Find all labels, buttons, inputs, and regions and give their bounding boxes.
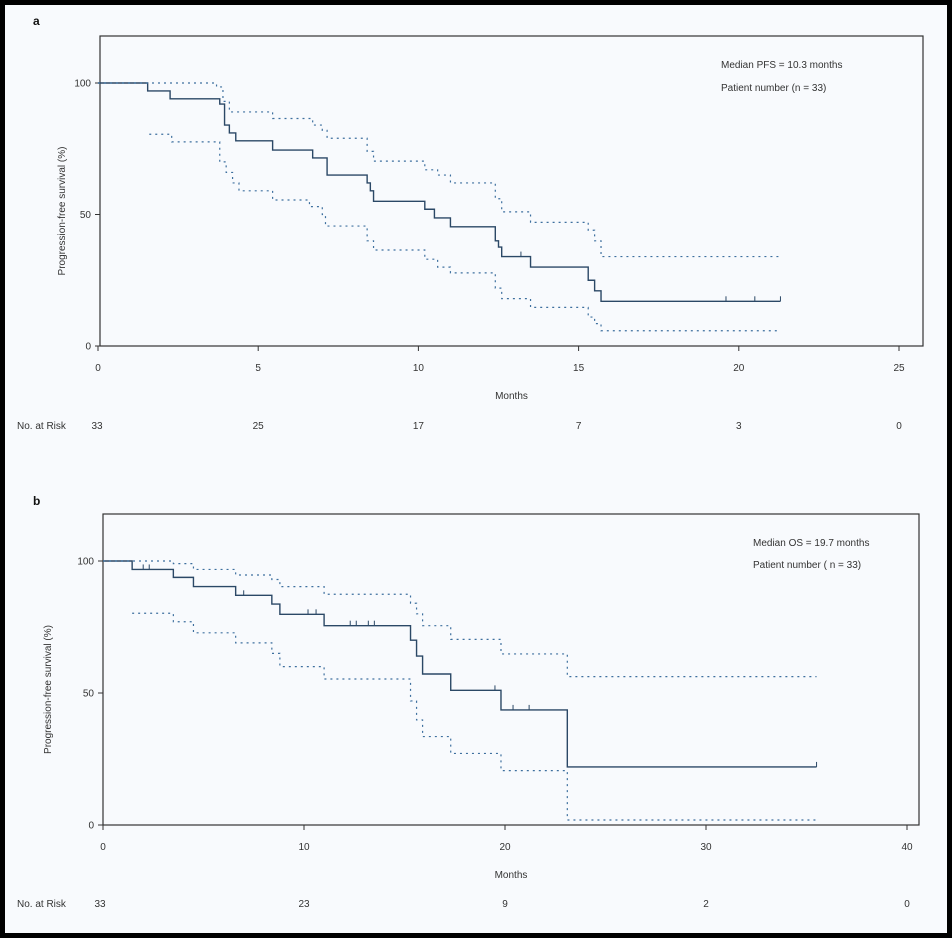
figure: a 0 50 100 0 33 5 25 10 17 15 7 20 3 25 0 No. at Risk Mon…	[5, 5, 947, 933]
y-axis-label: Progression-free survival (%)	[57, 147, 68, 276]
chart-panel-b: b 0 50 100 0 33 10 23 20 9 30 2 40 0 No. at Risk Months…	[17, 494, 920, 910]
x-tick-label: 30	[700, 842, 712, 853]
x-axis-label: Months	[495, 391, 528, 402]
x-tick-label: 20	[499, 842, 511, 853]
risk-value: 9	[502, 899, 508, 910]
panel-label: a	[33, 14, 40, 28]
annotation: Patient number (n = 33)	[721, 83, 826, 94]
risk-label: No. at Risk	[17, 899, 67, 910]
x-tick-label: 40	[901, 842, 913, 853]
y-tick-label: 100	[74, 79, 91, 90]
plot-frame	[102, 513, 920, 826]
x-tick-label: 5	[255, 363, 261, 374]
panel-label: b	[33, 494, 40, 508]
x-axis-label: Months	[495, 870, 528, 881]
risk-value: 17	[413, 421, 425, 432]
upper-ci-curve	[98, 82, 781, 258]
annotation: Patient number ( n = 33)	[753, 560, 861, 571]
x-tick-label: 10	[413, 363, 425, 374]
x-tick-label: 15	[573, 363, 585, 374]
x-tick-label: 0	[100, 842, 106, 853]
risk-label: No. at Risk	[17, 421, 67, 432]
y-tick-label: 0	[85, 342, 91, 353]
plot-frame	[99, 35, 924, 347]
x-tick-label: 0	[95, 363, 101, 374]
x-tick-label: 10	[298, 842, 310, 853]
y-tick-label: 0	[88, 821, 94, 832]
x-tick-label: 20	[733, 363, 745, 374]
risk-value: 2	[703, 899, 709, 910]
risk-value: 0	[896, 421, 902, 432]
annotation: Median OS = 19.7 months	[753, 538, 869, 549]
y-tick-label: 50	[80, 210, 92, 221]
y-tick-label: 50	[83, 689, 95, 700]
annotation: Median PFS = 10.3 months	[721, 60, 842, 71]
x-tick-label: 25	[893, 363, 905, 374]
upper-ci-curve	[103, 560, 817, 678]
lower-ci-curve	[149, 133, 781, 332]
risk-value: 3	[736, 421, 742, 432]
risk-value: 25	[253, 421, 265, 432]
lower-ci-curve	[132, 612, 817, 821]
survival-curve	[103, 560, 817, 768]
survival-curve	[98, 82, 781, 302]
risk-value: 0	[904, 899, 910, 910]
risk-value: 7	[576, 421, 582, 432]
y-tick-label: 100	[77, 557, 94, 568]
y-axis-label: Progression-free survival (%)	[43, 625, 54, 754]
risk-value: 23	[298, 899, 310, 910]
risk-value: 33	[94, 899, 106, 910]
risk-value: 33	[91, 421, 103, 432]
chart-panel-a: a 0 50 100 0 33 5 25 10 17 15 7 20 3 25 0 No. at Risk Mon…	[17, 14, 924, 432]
